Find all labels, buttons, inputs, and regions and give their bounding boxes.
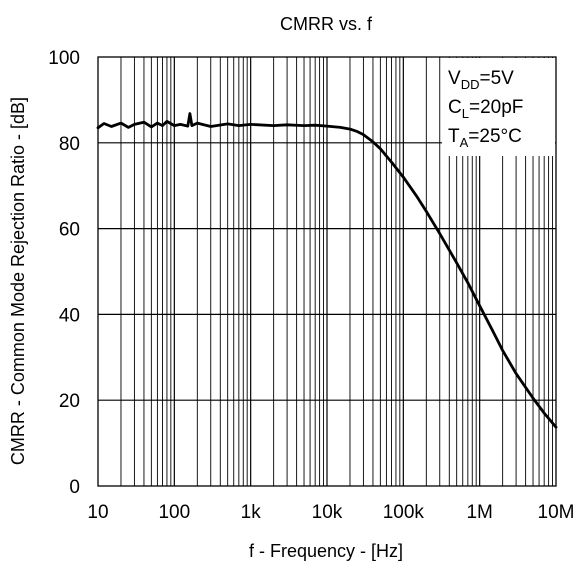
annotation: VDD=5V CL=20pF TA=25°C xyxy=(448,68,523,150)
x-tick-label: 10k xyxy=(312,502,343,523)
x-axis-title: f - Frequency - [Hz] xyxy=(249,541,403,561)
x-tick-label: 10 xyxy=(87,502,108,523)
y-tick-label: 60 xyxy=(59,220,80,241)
annotation-line: TA=25°C xyxy=(448,126,522,150)
x-tick-label: 1k xyxy=(241,502,262,523)
series-line xyxy=(96,112,558,429)
y-axis-title: CMRR - Common Mode Rejection Ratio - [dB… xyxy=(8,97,28,465)
plot-frame xyxy=(97,56,557,487)
y-tick-label: 40 xyxy=(59,305,80,326)
grid xyxy=(98,57,556,486)
tick-labels: 10 100 1k 10k 100k 1M 10M 0 20 40 60 80 100 xyxy=(48,48,574,523)
y-tick-label: 80 xyxy=(59,134,80,155)
y-tick-label: 100 xyxy=(48,48,80,69)
x-tick-label: 10M xyxy=(538,502,575,523)
x-tick-label: 100 xyxy=(158,502,190,523)
annotation-box xyxy=(442,58,555,156)
annotation-line: VDD=5V xyxy=(448,68,514,92)
y-tick-label: 20 xyxy=(59,391,80,412)
y-tick-label: 0 xyxy=(69,477,80,498)
x-tick-label: 100k xyxy=(383,502,425,523)
chart-title: CMRR vs. f xyxy=(280,14,373,34)
x-tick-label: 1M xyxy=(466,502,492,523)
series-layer xyxy=(96,112,558,429)
annotation-line: CL=20pF xyxy=(448,97,523,121)
